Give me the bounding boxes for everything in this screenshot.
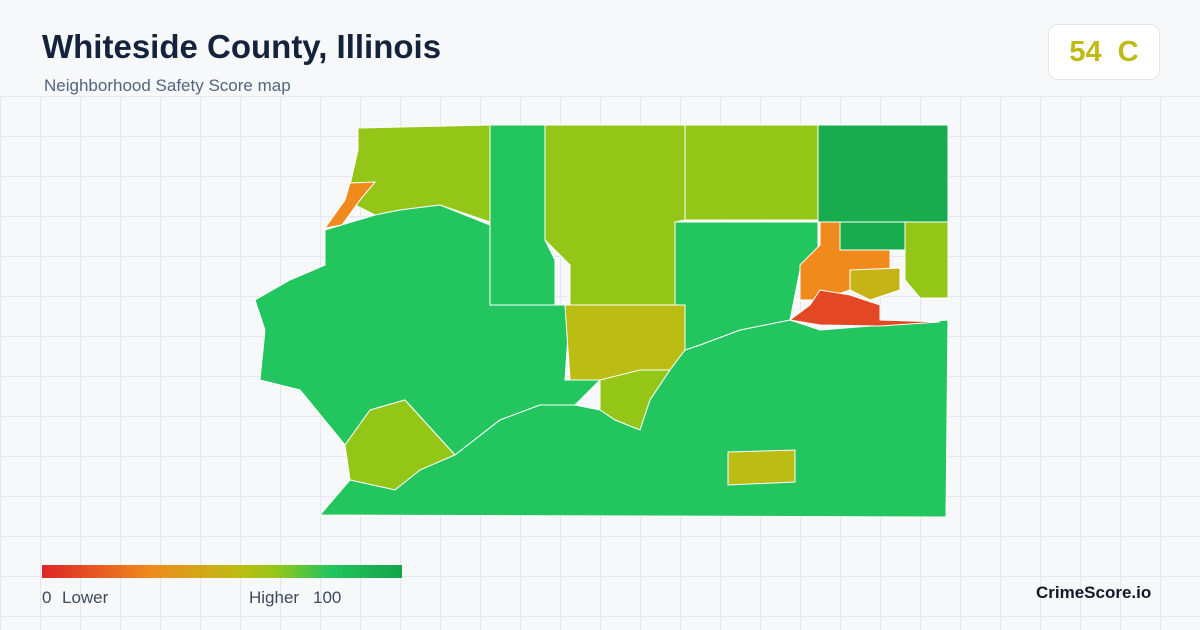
score-badge: 54 C (1048, 24, 1160, 80)
legend-min-label: Lower (62, 588, 109, 607)
score-value: 54 (1069, 35, 1102, 68)
region (684, 124, 819, 221)
legend-min: 0 (42, 588, 52, 607)
brand: CrimeScore.io (1036, 583, 1152, 602)
legend-max: 100 (313, 588, 342, 607)
region (564, 304, 686, 381)
region (674, 221, 819, 351)
legend-max-label: Higher (249, 588, 300, 607)
region (544, 124, 686, 306)
region (817, 124, 949, 223)
legend-gradient (42, 565, 402, 578)
title: Whiteside County, Illinois (42, 28, 442, 65)
region (849, 267, 901, 301)
region (788, 289, 941, 327)
region (839, 221, 906, 251)
region (904, 221, 949, 299)
subtitle: Neighborhood Safety Score map (44, 76, 291, 95)
region (727, 449, 796, 486)
score-grade: C (1117, 35, 1139, 68)
